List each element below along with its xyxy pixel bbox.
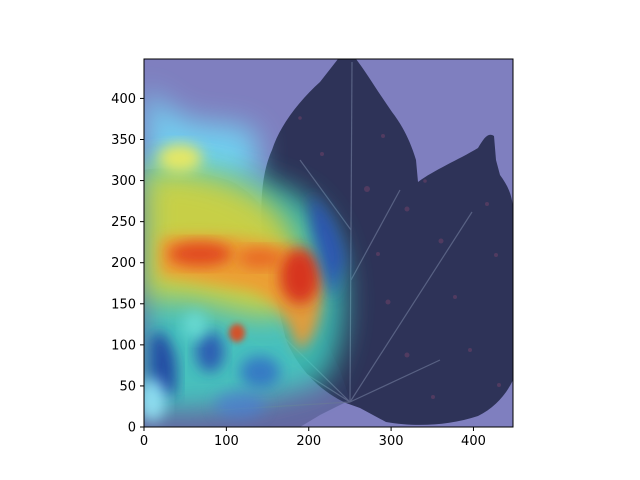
- y-tick-label: 50: [119, 379, 136, 394]
- y-tick-label: 100: [111, 338, 136, 353]
- x-axis-ticks: 0 100 200 300 400: [140, 427, 486, 449]
- x-tick-label: 300: [379, 434, 404, 449]
- y-tick-label: 300: [111, 174, 136, 189]
- y-tick-label: 150: [111, 297, 136, 312]
- y-tick-label: 200: [111, 256, 136, 271]
- x-tick-label: 100: [214, 434, 239, 449]
- x-tick-label: 400: [461, 434, 486, 449]
- x-tick-label: 0: [140, 434, 148, 449]
- heatmap-overlay: [144, 90, 345, 422]
- y-tick-label: 400: [111, 92, 136, 107]
- axes-frame: [143, 58, 514, 428]
- y-tick-label: 0: [128, 421, 136, 436]
- y-tick-label: 250: [111, 215, 136, 230]
- y-tick-label: 350: [111, 133, 136, 148]
- heatmap-image: [144, 59, 513, 427]
- leaf-speckles: [298, 116, 501, 399]
- x-tick-label: 200: [296, 434, 321, 449]
- y-axis-ticks: 0 50 100 150 200 250 300 350 400: [111, 92, 144, 436]
